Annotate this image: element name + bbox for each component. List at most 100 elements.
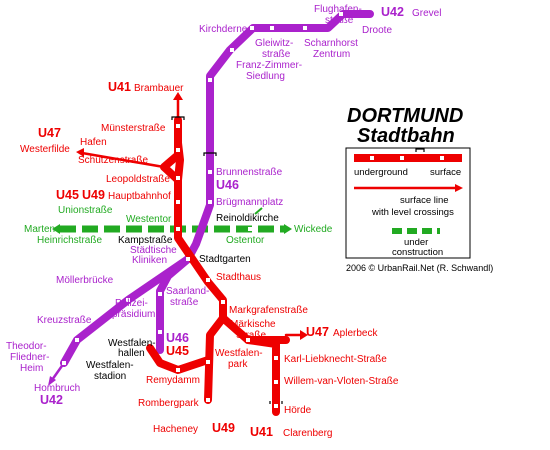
station-grevel: Grevel <box>412 8 441 19</box>
red-line-westerfilde-stub <box>80 151 166 169</box>
station-bruegmannplatz: Brügmannplatz <box>216 197 283 208</box>
hombruch-arrow <box>48 376 56 386</box>
station-wfstadion-2: stadion <box>94 371 126 382</box>
line-label-u49: U49 <box>82 188 105 202</box>
westerfilde-arrow <box>76 148 84 157</box>
station-saarlandstrasse-1: Saarland- <box>166 286 209 297</box>
station-kirchderne: Kirchderne <box>199 24 248 35</box>
legend-box <box>345 147 471 259</box>
station-kampstrasse: Kampstraße <box>118 235 173 246</box>
station-wickede: Wickede <box>294 224 333 235</box>
station-franz-zimmer-2: Siedlung <box>246 71 285 82</box>
station-gleiwitzstrasse-1: Gleiwitz- <box>255 38 293 49</box>
station-wfstadion-1: Westfalen- <box>86 360 134 371</box>
station-staedtische-1: Städtische <box>130 245 177 256</box>
station-brunnenstrasse: Brunnenstraße <box>216 167 283 178</box>
station-theodor-3: Heim <box>20 363 43 374</box>
line-label-u45-south: U45 <box>166 344 189 358</box>
station-theodor-2: Fliedner- <box>10 352 49 363</box>
station-gleiwitzstrasse-2: straße <box>262 49 291 60</box>
station-saarlandstrasse-2: straße <box>170 297 199 308</box>
line-label-u41-brambauer: U41 <box>108 80 131 94</box>
station-stadthaus: Stadthaus <box>216 272 261 283</box>
station-muensterstrasse: Münsterstraße <box>101 123 166 134</box>
line-label-u47-westerfilde: U47 <box>38 126 61 140</box>
brambauer-arrow <box>173 92 183 100</box>
station-flughafenstrasse-2: straße <box>325 15 354 26</box>
station-theodor-1: Theodor- <box>6 341 47 352</box>
title-line1: DORTMUND <box>347 105 463 127</box>
credit: 2006 © UrbanRail.Net (R. Schwandl) <box>346 263 493 273</box>
station-aplerbeck: Aplerbeck <box>333 328 378 339</box>
station-kreuzstrasse: Kreuzstraße <box>37 315 92 326</box>
legend-surface-text: surface <box>430 167 461 178</box>
station-hafen: Hafen <box>80 137 107 148</box>
legend-construction-text-1: under <box>404 237 428 248</box>
legend-surface-line-text-1: surface line <box>400 195 449 206</box>
red-line-u41-u47-u49 <box>160 116 227 404</box>
station-labels: Grevel Flughafen- straße Droote Kirchder… <box>6 4 441 439</box>
purple-line-u42-hombruch <box>60 255 192 367</box>
station-rombergpark: Rombergpark <box>138 398 200 409</box>
red-line-remydamm <box>146 344 212 374</box>
station-scharnhorst-1: Scharnhorst <box>304 38 358 49</box>
station-hauptbahnhof: Hauptbahnhof <box>108 191 171 202</box>
legend-surface-line-text-2: with level crossings <box>371 207 454 218</box>
line-label-u46-south: U46 <box>166 331 189 345</box>
station-wfpark-1: Westfalen- <box>215 348 263 359</box>
legend-construction-text-2: construction <box>392 247 443 258</box>
station-stadtgarten: Stadtgarten <box>199 254 251 265</box>
station-hacheney: Hacheney <box>153 424 198 435</box>
station-leopoldstrasse: Leopoldstraße <box>106 174 170 185</box>
station-wfhallen-1: Westfalen- <box>108 338 156 349</box>
station-remydamm: Remydamm <box>146 375 200 386</box>
line-label-u46-brunnen: U46 <box>216 178 239 192</box>
legend-underground-text: underground <box>354 167 408 178</box>
portal-marks <box>171 116 283 404</box>
station-westentor: Westentor <box>126 214 172 225</box>
purple-line-hombruch-stub <box>50 361 66 382</box>
station-markers <box>62 12 343 408</box>
station-unionstrasse: Unionstraße <box>58 205 113 216</box>
station-markgrafenstrasse: Markgrafenstraße <box>229 305 308 316</box>
aplerbeck-arrow <box>300 330 308 340</box>
station-karl-liebknecht: Karl-Liebknecht-Straße <box>284 354 387 365</box>
line-label-u42-grevel: U42 <box>381 5 404 19</box>
line-label-u42-hombruch: U42 <box>40 393 63 407</box>
station-hoerde: Hörde <box>284 405 312 416</box>
station-franz-zimmer-1: Franz-Zimmer- <box>236 60 302 71</box>
station-schuetzenstrasse: Schützenstraße <box>78 155 148 166</box>
wickede-arrow <box>284 224 292 234</box>
station-marten: Marten <box>24 224 55 235</box>
line-label-u49-hacheney: U49 <box>212 421 235 435</box>
station-scharnhorst-2: Zentrum <box>313 49 350 60</box>
title-line2: Stadtbahn <box>357 125 455 147</box>
station-hombruch: Hombruch <box>34 383 80 394</box>
station-staedtische-2: Kliniken <box>132 255 167 266</box>
station-polizei-2: präsidium <box>112 309 155 320</box>
station-flughafenstrasse-1: Flughafen- <box>314 4 362 15</box>
line-label-u41-clarenberg: U41 <box>250 425 273 439</box>
legend: underground surface surface line with le… <box>345 147 471 259</box>
reinoldi-pointer <box>254 207 263 215</box>
station-heinrichstrasse: Heinrichstraße <box>37 235 102 246</box>
line-label-u45: U45 <box>56 188 79 202</box>
station-maerkische-2: Straße <box>236 330 266 341</box>
station-reinoldikirche: Reinoldikirche <box>216 213 279 224</box>
station-westerfilde: Westerfilde <box>20 144 70 155</box>
line-label-u47-aplerbeck: U47 <box>306 325 329 339</box>
station-wfpark-2: park <box>228 359 248 370</box>
station-moellerbruecke: Möllerbrücke <box>56 275 114 286</box>
station-wfhallen-2: hallen <box>118 348 145 359</box>
marten-arrow <box>52 224 60 234</box>
station-clarenberg: Clarenberg <box>283 428 332 439</box>
station-ostentor: Ostentor <box>226 235 265 246</box>
station-droote: Droote <box>362 25 392 36</box>
station-willem-van-vloten: Willem-van-Vloten-Straße <box>284 376 399 387</box>
station-brambauer: Brambauer <box>134 83 184 94</box>
station-maerkische-1: Märkische <box>230 319 276 330</box>
purple-line-u42-u46 <box>156 10 374 354</box>
station-polizei-1: Polizei- <box>115 298 148 309</box>
